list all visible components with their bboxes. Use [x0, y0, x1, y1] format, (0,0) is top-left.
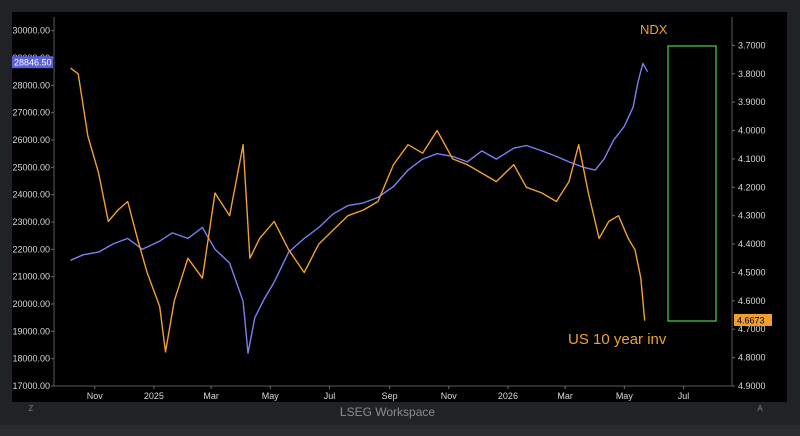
- left-tick-label: 19000.00: [12, 326, 50, 336]
- highlight-box: [667, 45, 717, 322]
- x-tick-label: Jul: [324, 391, 336, 401]
- x-tick-label: Sep: [382, 391, 398, 401]
- x-tick-label: Mar: [203, 391, 219, 401]
- right-tick-label: 4.0000: [738, 126, 766, 136]
- x-tick-label: May: [262, 391, 280, 401]
- right-tick-label: 4.9000: [738, 381, 766, 391]
- left-tick-label: 27000.00: [12, 108, 50, 118]
- left-tick-label: 30000.00: [12, 26, 50, 36]
- x-tick-label: Nov: [87, 391, 104, 401]
- left-tick-label: 24000.00: [12, 190, 50, 200]
- ndx-annotation: NDX: [640, 22, 668, 37]
- x-tick-label: Jul: [678, 391, 690, 401]
- right-tick-label: 4.2000: [738, 182, 766, 192]
- left-tick-label: 25000.00: [12, 162, 50, 172]
- bottom-strip: [0, 425, 800, 436]
- yield-annotation: US 10 year inv: [568, 331, 667, 348]
- right-tick-label: 4.6000: [738, 296, 766, 306]
- left-tick-label: 22000.00: [12, 244, 50, 254]
- right-tick-label: 4.8000: [738, 353, 766, 363]
- series-group: [70, 62, 649, 354]
- left-tick-label: 17000.00: [12, 381, 50, 391]
- right-axis: 3.7000 3.8000 3.9000 4.0000 4.1000 4.2000 4.30…: [731, 17, 766, 391]
- left-axis: 30000.0029000.0028000.0027000.0026000.00…: [12, 17, 55, 391]
- right-tick-label: 3.9000: [738, 97, 766, 107]
- footer-brand: LSEG Workspace: [339, 405, 436, 419]
- yield-value-tag: [734, 313, 772, 326]
- corner-right-button[interactable]: A: [757, 404, 763, 413]
- right-tick-label: 3.7000: [738, 40, 766, 50]
- ndx-value-tag-label: 28846.50: [14, 58, 52, 68]
- right-tick-label: 4.5000: [738, 267, 766, 277]
- left-tick-label: 18000.00: [12, 354, 50, 364]
- x-tick-label: Mar: [557, 391, 573, 401]
- chart-svg: 30000.0029000.0028000.0027000.0026000.00…: [12, 17, 772, 401]
- left-tick-label: 28000.00: [12, 80, 50, 90]
- left-tick-label: 20000.00: [12, 299, 50, 309]
- right-tick-label: 4.7000: [738, 324, 766, 334]
- ndx-value-tag: [12, 56, 53, 69]
- x-tick-label: May: [616, 391, 634, 401]
- x-axis: Nov 2025 Mar May Jul Sep Nov 2026 Mar May Jul: [54, 385, 732, 401]
- right-tick-label: 3.8000: [738, 69, 766, 79]
- left-tick-label: 26000.00: [12, 135, 50, 145]
- value-tags: 28846.50 4.6673: [12, 56, 772, 326]
- x-tick-label: 2026: [498, 391, 518, 401]
- x-tick-label: Nov: [441, 391, 458, 401]
- x-tick-label: 2025: [144, 391, 164, 401]
- right-tick-label: 4.3000: [738, 211, 766, 221]
- left-tick-label: 23000.00: [12, 217, 50, 227]
- right-tick-label: 4.4000: [738, 239, 766, 249]
- corner-left-button[interactable]: Z: [28, 404, 34, 413]
- series-line-ndx: [70, 62, 649, 354]
- series-line-us10y: [70, 67, 646, 353]
- right-tick-label: 4.1000: [738, 154, 766, 164]
- yield-value-tag-label: 4.6673: [737, 315, 765, 325]
- left-tick-label: 21000.00: [12, 272, 50, 282]
- chart-frame: 30000.0029000.0028000.0027000.0026000.00…: [12, 12, 787, 413]
